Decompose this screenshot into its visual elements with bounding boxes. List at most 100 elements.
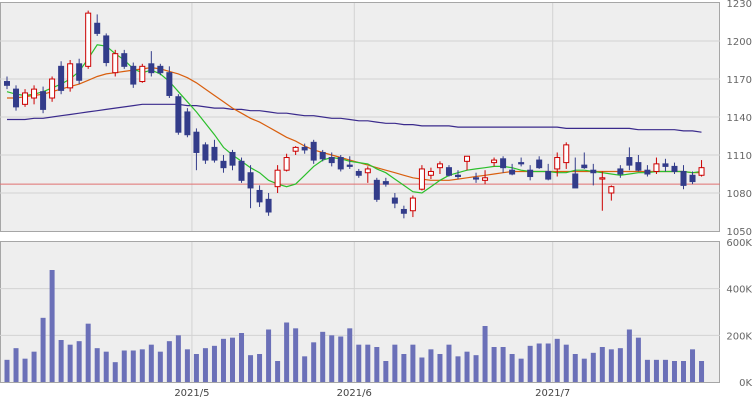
candle-body-down (301, 146, 308, 151)
volume-bar (482, 326, 488, 382)
candle-body-down (626, 157, 633, 166)
candle (238, 157, 245, 183)
candle-body-up (418, 168, 425, 190)
candle (671, 162, 678, 174)
volume-bar (338, 336, 344, 382)
candle-body-up (31, 88, 38, 99)
volume-bar (293, 328, 299, 382)
volume-y-tick-label: 200K (726, 331, 752, 342)
candle-body-down (310, 141, 317, 161)
candle-body-down (319, 151, 326, 160)
price-y-tick-label: 1110 (727, 151, 752, 162)
price-y-tick-label: 1080 (727, 189, 752, 200)
volume-bar (193, 354, 199, 382)
candle (509, 163, 516, 176)
volume-bar (383, 361, 389, 382)
candle (554, 152, 561, 177)
candle (310, 139, 317, 164)
candle-body-up (409, 197, 416, 212)
candle (301, 143, 308, 154)
volume-bar (365, 344, 371, 382)
candle (436, 161, 443, 174)
candle (662, 158, 669, 172)
volume-bar (239, 333, 245, 382)
volume-bar (536, 343, 542, 382)
candle (445, 165, 452, 177)
price-y-tick-label: 1050 (727, 227, 752, 238)
candle (482, 170, 489, 185)
volume-bar (76, 341, 82, 382)
candle (355, 168, 362, 178)
candle-body-up (112, 53, 119, 74)
volume-bar (275, 361, 281, 382)
volume-bar (31, 351, 37, 382)
candle (400, 205, 407, 219)
volume-bar (49, 270, 55, 382)
candle-body-up (563, 144, 570, 164)
candle-body-down (76, 63, 83, 81)
candle-body-down (184, 111, 191, 136)
candle (373, 177, 380, 202)
x-tick-label: 2021/5 (174, 388, 209, 399)
candle-body-down (121, 53, 128, 67)
candle-body-down (346, 164, 353, 167)
candle-body-up (653, 163, 660, 172)
volume-bar (85, 323, 91, 382)
candle-body-down (211, 146, 218, 161)
candle-body-up (436, 163, 443, 169)
candle (698, 160, 705, 177)
candle-body-up (139, 65, 146, 83)
candle-body-down (13, 88, 20, 108)
candle (464, 155, 471, 171)
volume-bar (302, 356, 308, 382)
candle (13, 85, 20, 111)
candle (626, 147, 633, 171)
candle-body-down (689, 174, 696, 183)
price-y-tick-label: 1140 (727, 113, 752, 124)
candle-body-up (427, 170, 434, 176)
candle-body-down (148, 63, 155, 74)
volume-bar (347, 328, 353, 382)
volume-bar (40, 317, 46, 382)
candle-body-down (473, 177, 480, 180)
candle (22, 89, 29, 107)
candle-body-down (130, 65, 137, 85)
volume-bar (644, 359, 650, 382)
volume-y-tick-label: 400K (726, 285, 752, 296)
candle-body-down (590, 169, 597, 174)
volume-bar (130, 350, 136, 382)
volume-bar (230, 337, 235, 382)
candle (112, 49, 119, 77)
volume-grid (0, 242, 720, 382)
volume-bar (67, 344, 73, 382)
candle (157, 63, 164, 76)
volume-bars (4, 270, 705, 382)
candle-body-up (283, 157, 290, 171)
volume-bar (635, 337, 641, 382)
volume-y-tick-label: 600K (726, 238, 752, 249)
candle-body-down (518, 162, 525, 165)
candle (337, 155, 344, 172)
volume-bar (58, 340, 64, 382)
volume-bar (653, 359, 659, 382)
volume-bar (94, 348, 100, 382)
candle (49, 76, 56, 102)
volume-bar (257, 354, 263, 382)
volume-bar (554, 338, 560, 382)
volume-bar (699, 361, 705, 382)
volume-bar (626, 329, 632, 382)
volume-bar (392, 344, 398, 382)
volume-bar (139, 349, 145, 382)
volume-bar (220, 338, 226, 382)
price-y-tick-label: 1170 (727, 75, 752, 86)
candle (121, 49, 128, 69)
candle-body-up (49, 78, 56, 99)
candle-body-down (662, 163, 669, 167)
candle (418, 165, 425, 191)
volume-bar (662, 359, 668, 382)
volume-bar (401, 354, 407, 382)
volume-bar (356, 344, 362, 382)
candle-body-down (373, 179, 380, 200)
candle (608, 185, 615, 201)
